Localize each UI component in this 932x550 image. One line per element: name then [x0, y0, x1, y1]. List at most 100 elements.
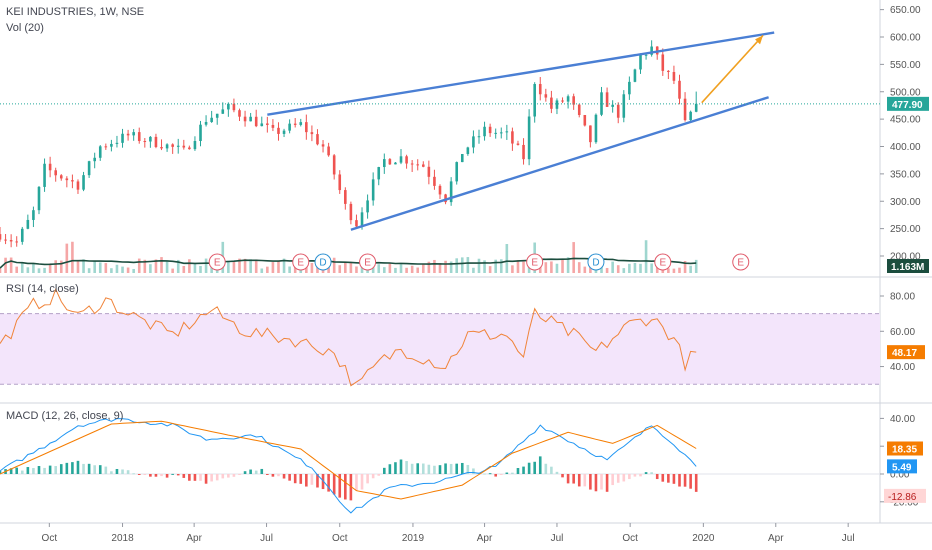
- macd-title: MACD (12, 26, close, 9): [6, 410, 124, 422]
- macd-histogram-bar: [533, 461, 536, 474]
- price-tick-label: 400.00: [890, 142, 921, 153]
- candle-body: [694, 103, 698, 112]
- volume-bar: [594, 268, 598, 273]
- macd-histogram-bar: [644, 472, 648, 474]
- volume-bar: [550, 261, 553, 273]
- macd-histogram-bar: [527, 462, 531, 474]
- macd-tick-label: 40.00: [890, 414, 915, 425]
- volume-bar: [204, 258, 208, 273]
- macd-histogram-bar: [455, 463, 459, 474]
- macd-histogram-bar: [104, 466, 108, 474]
- candle-body: [310, 132, 314, 135]
- macd-histogram-bar: [93, 465, 96, 474]
- macd-histogram-bar: [132, 473, 135, 475]
- time-axis-label: Oct: [42, 533, 58, 544]
- candle-body: [672, 71, 676, 81]
- macd-histogram-bar: [566, 474, 570, 484]
- volume-bar: [82, 259, 85, 273]
- candle-body: [683, 98, 687, 121]
- volume-bar: [566, 257, 570, 273]
- candle-body: [87, 161, 91, 176]
- price-tick-label: 650.00: [890, 5, 921, 16]
- macd-histogram-bar: [516, 468, 520, 474]
- candle-body: [399, 156, 403, 163]
- candle-body: [416, 164, 420, 166]
- rsi-value-badge: [887, 345, 925, 360]
- candle-body: [355, 220, 358, 227]
- volume-bar: [611, 261, 614, 273]
- upper-trendline: [267, 31, 775, 116]
- volume-bar: [644, 240, 648, 273]
- macd-histogram-bar: [65, 462, 69, 474]
- candle-body: [171, 144, 174, 147]
- macd-histogram-bar: [98, 465, 102, 474]
- volume-bar: [477, 258, 481, 273]
- macd-histogram-bar: [182, 474, 186, 478]
- candle-body: [15, 241, 19, 243]
- candle-body: [321, 144, 325, 147]
- macd-histogram-bar: [433, 465, 436, 474]
- volume-bar: [421, 263, 425, 273]
- candle-body: [299, 122, 303, 125]
- candle-body: [154, 136, 158, 148]
- candle-body: [388, 159, 392, 165]
- macd-histogram-bar: [410, 463, 414, 474]
- macd-histogram-bar: [360, 474, 364, 490]
- volume-bar: [360, 264, 364, 273]
- candle-body: [204, 121, 208, 125]
- macd-histogram-bar: [655, 474, 659, 480]
- candle-body: [460, 154, 464, 163]
- candle-body: [577, 104, 581, 115]
- macd-histogram-bar: [338, 474, 342, 498]
- volume-bar: [355, 266, 358, 273]
- volume-bar: [227, 260, 230, 273]
- signal-value-badge: [887, 441, 923, 456]
- volume-bar: [694, 259, 698, 273]
- volume-bar: [199, 265, 202, 273]
- volume-bar: [98, 262, 102, 273]
- macd-histogram-bar: [394, 462, 397, 474]
- candle-body: [238, 110, 241, 117]
- macd-value-label: 5.49: [892, 462, 912, 473]
- macd-histogram-bar: [561, 474, 564, 478]
- macd-histogram-bar: [594, 474, 598, 492]
- candle-body: [65, 178, 69, 181]
- candle-body: [561, 100, 564, 102]
- macd-histogram-bar: [427, 464, 431, 474]
- candle-body: [600, 92, 603, 115]
- macd-histogram-bar: [282, 474, 286, 479]
- candle-body: [4, 239, 7, 241]
- candle-body: [48, 163, 52, 171]
- candle-body: [254, 116, 258, 127]
- time-axis-label: Oct: [622, 533, 638, 544]
- candle-body: [59, 175, 63, 179]
- volume-bar: [93, 261, 96, 273]
- candle-body: [227, 103, 230, 110]
- dividend-marker: [314, 253, 332, 271]
- candle-body: [271, 124, 275, 128]
- macd-histogram-bar: [293, 474, 297, 484]
- macd-histogram-bar: [332, 474, 336, 495]
- rsi-line: [0, 287, 697, 387]
- event-marker-label: E: [659, 258, 666, 269]
- rsi-title: RSI (14, close): [6, 283, 79, 295]
- macd-histogram-bar: [678, 474, 681, 487]
- volume-bar: [59, 260, 63, 273]
- macd-histogram-bar: [121, 469, 124, 474]
- macd-histogram-bar: [483, 473, 486, 475]
- macd-histogram-bar: [377, 474, 381, 476]
- candle-body: [338, 174, 342, 191]
- macd-histogram-bar: [577, 474, 581, 487]
- candle-body: [639, 54, 642, 70]
- volume-bar: [160, 257, 163, 273]
- macd-histogram-bar: [154, 474, 158, 477]
- volume-bar: [266, 266, 269, 273]
- candle-body: [371, 179, 375, 201]
- macd-histogram-bar: [572, 474, 575, 484]
- macd-histogram-bar: [305, 474, 308, 487]
- volume-bar: [388, 263, 392, 273]
- earnings-marker: [526, 253, 544, 271]
- candle-body: [143, 141, 147, 143]
- macd-histogram-bar: [639, 474, 642, 477]
